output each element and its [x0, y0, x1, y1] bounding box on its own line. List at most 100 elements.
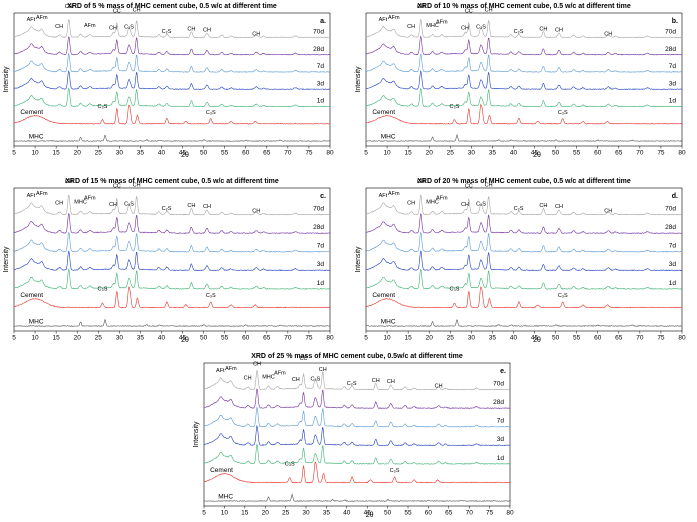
x-tick-label: 75	[305, 150, 313, 157]
panel-label: e.	[500, 368, 506, 375]
series-label: 7d	[669, 63, 677, 70]
peak-annotation: CH	[203, 204, 211, 210]
peak-annotation: AFm	[388, 191, 400, 197]
x-tick-label: 55	[573, 335, 581, 342]
x-tick-label: 60	[594, 335, 602, 342]
series-line-MHC	[365, 133, 683, 142]
series-line-70d	[13, 194, 331, 216]
series-line-3d	[365, 250, 682, 272]
series-label: 3d	[669, 261, 677, 268]
series-line-7d	[13, 231, 331, 253]
chart-title: XRD of 20 % mass of MHC cement cube, 0.5…	[417, 178, 631, 185]
series-label: Cement	[20, 292, 43, 299]
series-label: 70d	[665, 29, 676, 36]
peak-annotation: CH	[555, 204, 563, 210]
x-tick-label: 35	[489, 335, 497, 342]
x-tick-label: 50	[200, 335, 208, 342]
peak-annotation: CH	[109, 26, 117, 32]
y-axis-label: Intensity	[3, 246, 10, 273]
x-tick-label: 20	[426, 150, 434, 157]
peak-annotation: CH	[133, 183, 141, 189]
x-tick-label: 45	[179, 335, 187, 342]
series-label: 3d	[669, 80, 677, 87]
series-line-28d	[203, 388, 511, 409]
series-line-MHC	[13, 134, 331, 142]
series-label: 70d	[313, 205, 324, 212]
plot-frame	[365, 12, 683, 147]
series-line-1d	[365, 87, 683, 108]
series-label: MHC	[29, 319, 44, 326]
peak-annotation: MHC	[426, 199, 439, 205]
x-tick-label: 45	[531, 335, 539, 342]
series-label: Cement	[372, 292, 395, 299]
chart-title: XRD of 15 % mass of MHC cement cube, 0.5…	[65, 178, 279, 185]
peak-annotation: C₃S	[124, 25, 134, 31]
series-line-7d	[203, 406, 511, 428]
series-label: 28d	[493, 399, 504, 406]
peak-annotation: AFt	[379, 17, 388, 23]
x-tick-label: 70	[284, 335, 292, 342]
x-tick-label: 60	[242, 335, 250, 342]
y-axis-label: Intensity	[3, 66, 10, 93]
peak-annotation: C₃S	[450, 287, 460, 293]
peak-annotation: CH	[417, 4, 425, 10]
x-tick-label: 55	[221, 150, 229, 157]
peak-annotation: CH	[604, 209, 612, 215]
series-line-70d	[13, 19, 331, 39]
peak-annotation: CC̄	[113, 7, 121, 14]
peak-annotation: CC̄	[465, 7, 473, 14]
x-axis-label: 2θ	[181, 337, 189, 344]
peak-annotation: AFm	[274, 371, 286, 377]
series-line-7d	[365, 231, 683, 253]
x-tick-label: 50	[200, 150, 208, 157]
series-line-Cement	[365, 286, 683, 309]
series-label: 28d	[665, 224, 676, 231]
chart-panel-d: XRD of 20 % mass of MHC cement cube, 0.5…	[352, 175, 694, 345]
series-line-Cement	[365, 103, 683, 125]
x-tick-label: 55	[404, 510, 412, 517]
panel-label: b.	[672, 18, 678, 25]
chart-title: XRD of 10 % mass of MHC cement cube, 0.5…	[417, 3, 631, 10]
series-label: 70d	[313, 29, 324, 36]
y-axis-label: Intensity	[355, 66, 362, 93]
series-line-MHC	[203, 493, 511, 502]
peak-annotation: AFm	[36, 191, 48, 197]
x-tick-label: 25	[282, 510, 290, 517]
series-label: 7d	[317, 63, 325, 70]
series-label: MHC	[381, 134, 396, 141]
peak-annotation: C₃S	[124, 201, 134, 207]
x-tick-label: 45	[364, 510, 372, 517]
series-line-Cement	[204, 461, 511, 484]
x-tick-label: 5	[202, 510, 206, 517]
x-tick-label: 30	[468, 335, 476, 342]
peak-annotation: MHC	[426, 23, 439, 29]
plot-frame	[13, 12, 331, 147]
x-tick-label: 80	[678, 150, 686, 157]
peak-annotation: C₃S	[558, 293, 568, 299]
x-tick-label: 40	[510, 335, 518, 342]
x-tick-label: 15	[241, 510, 249, 517]
series-line-MHC	[365, 319, 683, 327]
series-label: 1d	[669, 98, 677, 105]
x-tick-label: 75	[657, 335, 665, 342]
series-line-1d	[203, 444, 511, 465]
x-tick-label: 20	[74, 150, 82, 157]
series-label: MHC	[29, 134, 44, 141]
series-line-3d	[13, 70, 331, 90]
peak-annotation: AFm	[436, 20, 448, 26]
x-tick-label: 15	[405, 150, 413, 157]
peak-annotation: AFm	[436, 196, 448, 202]
x-tick-label: 35	[323, 510, 331, 517]
panel-label: c.	[320, 193, 326, 200]
x-tick-label: 30	[302, 510, 310, 517]
peak-annotation: CH	[252, 32, 260, 38]
plot-frame	[203, 362, 511, 507]
series-label: MHC	[218, 494, 233, 501]
x-tick-label: 5	[12, 150, 16, 157]
x-tick-label: 5	[364, 335, 368, 342]
series-line-3d	[365, 70, 683, 90]
series-line-MHC	[13, 318, 331, 327]
x-tick-label: 30	[116, 335, 124, 342]
peak-annotation: CH	[539, 203, 547, 209]
